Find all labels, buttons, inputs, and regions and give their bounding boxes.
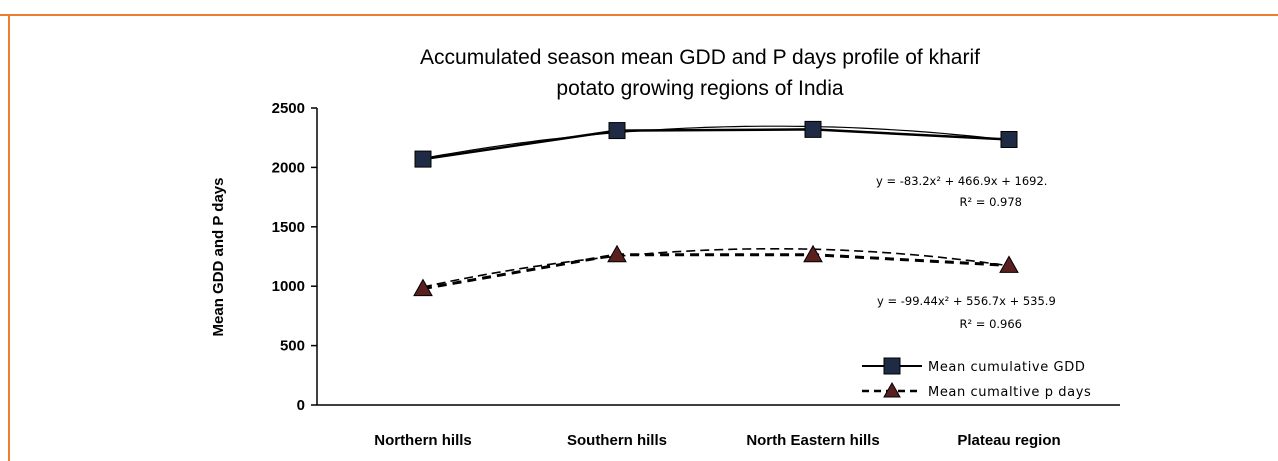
gdd-series-line: [422, 128, 1010, 161]
gdd-trendline: [422, 125, 1010, 159]
pdays-series-line: [422, 253, 1010, 291]
gdd-point: [414, 150, 432, 168]
pdays-point: [999, 255, 1019, 273]
y-tick-label: 500: [280, 338, 305, 355]
gdd-trend-r2: R² = 0.978: [960, 195, 1022, 209]
pdays-point: [803, 244, 823, 263]
gdd-trend-equation: y = -83.2x² + 466.9x + 1692.: [876, 174, 1047, 188]
chart-title-line-2: potato growing regions of India: [556, 77, 844, 100]
series: [413, 120, 1019, 297]
chart-title-line-1: Accumulated season mean GDD and P days p…: [420, 46, 980, 69]
x-tick-label: Northern hills: [374, 432, 472, 449]
frame-top-border: [0, 14, 1278, 16]
gdd-point: [608, 122, 626, 140]
frame-left-border: [8, 14, 10, 461]
gdd-point: [1000, 130, 1018, 148]
y-tick-label: 2000: [272, 159, 305, 176]
legend-pdays-label: Mean cumaltive p days: [928, 385, 1091, 400]
y-tick-label: 1500: [272, 219, 305, 236]
y-ticks: 0 500 1000 1500 2000 2500: [272, 100, 317, 414]
legend: Mean cumulative GDD Mean cumaltive p day…: [862, 357, 1091, 400]
legend-gdd-marker: [883, 357, 901, 375]
pdays-trendline: [422, 248, 1010, 288]
legend-gdd-label: Mean cumulative GDD: [928, 360, 1085, 375]
pdays-point: [413, 278, 433, 297]
x-ticks: Northern hills Southern hills North Easter…: [374, 432, 1060, 449]
y-tick-label: 1000: [272, 278, 305, 295]
trendlines: [422, 125, 1010, 288]
pdays-trend-equation: y = -99.44x² + 556.7x + 535.9: [877, 294, 1056, 308]
legend-pdays-marker: [883, 381, 901, 398]
pdays-trend-r2: R² = 0.966: [960, 317, 1022, 331]
x-tick-label: Southern hills: [567, 432, 667, 449]
x-tick-label: North Eastern hills: [746, 432, 879, 449]
gdd-point: [804, 120, 822, 138]
y-tick-label: 2500: [272, 100, 305, 117]
pdays-point: [607, 244, 627, 263]
y-axis-label: Mean GDD and P days: [210, 178, 227, 337]
y-tick-label: 0: [297, 397, 305, 414]
x-tick-label: Plateau region: [957, 432, 1060, 449]
